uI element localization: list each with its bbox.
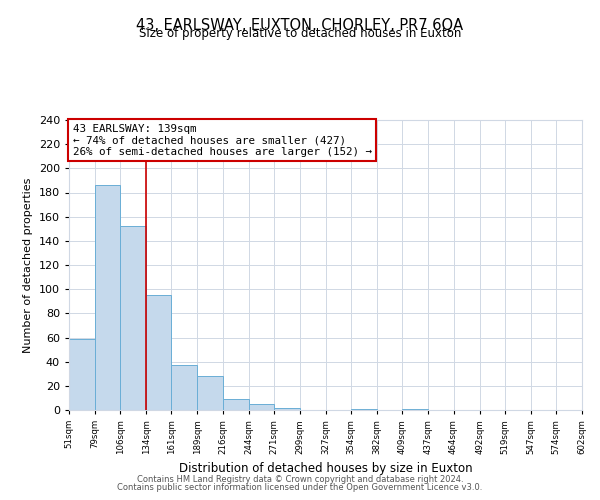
Bar	[403, 409, 428, 410]
Bar	[248, 404, 274, 410]
Text: Size of property relative to detached houses in Euxton: Size of property relative to detached ho…	[139, 28, 461, 40]
Bar	[146, 295, 172, 410]
Text: 43, EARLSWAY, EUXTON, CHORLEY, PR7 6QA: 43, EARLSWAY, EUXTON, CHORLEY, PR7 6QA	[136, 18, 464, 32]
Text: Contains HM Land Registry data © Crown copyright and database right 2024.: Contains HM Land Registry data © Crown c…	[137, 475, 463, 484]
Bar	[95, 185, 120, 410]
Text: Contains public sector information licensed under the Open Government Licence v3: Contains public sector information licen…	[118, 484, 482, 492]
Bar	[274, 408, 300, 410]
Bar	[197, 376, 223, 410]
X-axis label: Distribution of detached houses by size in Euxton: Distribution of detached houses by size …	[179, 462, 472, 475]
Bar	[351, 409, 377, 410]
Bar	[172, 366, 197, 410]
Bar	[223, 399, 248, 410]
Text: 43 EARLSWAY: 139sqm
← 74% of detached houses are smaller (427)
26% of semi-detac: 43 EARLSWAY: 139sqm ← 74% of detached ho…	[73, 124, 372, 157]
Bar	[69, 338, 95, 410]
Y-axis label: Number of detached properties: Number of detached properties	[23, 178, 33, 352]
Bar	[120, 226, 146, 410]
